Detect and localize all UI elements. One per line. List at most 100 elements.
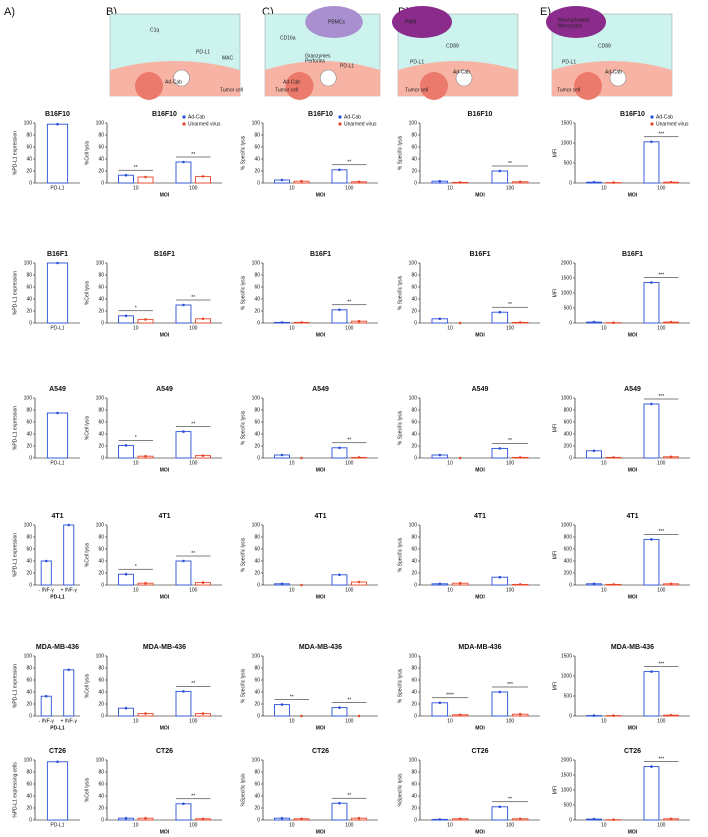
y-tick-label: 0 bbox=[101, 180, 104, 186]
data-point bbox=[518, 321, 522, 324]
y-tick-label: 20 bbox=[411, 701, 417, 707]
data-point bbox=[612, 583, 615, 586]
y-tick-label: 40 bbox=[98, 793, 104, 799]
y-tick-label: 0 bbox=[569, 455, 572, 461]
chart-title: MDA-MB-436 bbox=[458, 644, 501, 651]
y-tick-label: 40 bbox=[98, 296, 104, 302]
y-tick-label: 0 bbox=[414, 455, 417, 461]
x-axis-label: MOI bbox=[160, 192, 170, 198]
diagram-label: Ad-Cab bbox=[283, 79, 300, 85]
chart-title: 4T1 bbox=[314, 513, 326, 520]
x-axis-label: MOI bbox=[475, 332, 485, 338]
chart-title: A549 bbox=[312, 386, 329, 393]
y-tick-label: 100 bbox=[409, 653, 418, 659]
y-tick-label: 0 bbox=[569, 320, 572, 326]
legend-swatch bbox=[338, 115, 342, 119]
y-tick-label: 60 bbox=[411, 419, 417, 425]
bar bbox=[118, 573, 134, 586]
chart-title: 4T1 bbox=[626, 513, 638, 520]
data-point bbox=[144, 175, 147, 179]
y-tick-label: 1000 bbox=[561, 395, 572, 401]
y-tick-label: 40 bbox=[411, 558, 417, 564]
y-tick-label: 0 bbox=[257, 180, 260, 186]
chart-title: 4T1 bbox=[474, 513, 486, 520]
data-point bbox=[669, 713, 673, 717]
diagram-label: PBMCs bbox=[328, 19, 345, 25]
y-tick-label: 1000 bbox=[561, 787, 572, 793]
data-point bbox=[669, 582, 673, 586]
y-tick-label: 100 bbox=[252, 757, 261, 763]
y-tick-label: 100 bbox=[409, 120, 418, 126]
x-tick-label: 100 bbox=[657, 325, 666, 331]
panel-label: B) bbox=[106, 6, 117, 18]
data-point bbox=[592, 320, 596, 324]
y-axis-label: %Cell lysis bbox=[84, 673, 90, 698]
y-tick-label: 100 bbox=[409, 260, 418, 266]
bar bbox=[331, 309, 348, 324]
x-tick-label: 10 bbox=[289, 325, 295, 331]
diagram-label: PD-L1 bbox=[196, 49, 210, 55]
data-point bbox=[592, 180, 596, 184]
x-tick-label: 100 bbox=[506, 185, 515, 191]
data-point bbox=[458, 456, 462, 460]
x-tick-label: 10 bbox=[133, 460, 139, 466]
y-tick-label: 80 bbox=[26, 272, 32, 278]
y-tick-label: 0 bbox=[414, 817, 417, 823]
y-tick-label: 60 bbox=[254, 144, 260, 150]
bar bbox=[491, 447, 509, 459]
bar bbox=[491, 170, 509, 184]
significance-label: ** bbox=[508, 302, 512, 308]
x-tick-label: 10 bbox=[289, 822, 295, 828]
y-axis-label: % Specific lysis bbox=[240, 135, 246, 170]
y-tick-label: 80 bbox=[98, 665, 104, 671]
diagram-label: PD-L1 bbox=[340, 63, 354, 69]
significance-label: ** bbox=[191, 681, 195, 687]
chart-title: A549 bbox=[624, 386, 641, 393]
x-tick-label: 100 bbox=[345, 185, 354, 191]
chart-title: A549 bbox=[49, 386, 66, 393]
y-tick-label: 40 bbox=[98, 156, 104, 162]
y-tick-label: 100 bbox=[24, 120, 33, 126]
chart-title: B16F10 bbox=[468, 111, 493, 118]
data-point bbox=[338, 801, 341, 805]
virus bbox=[319, 69, 337, 87]
y-tick-label: 1000 bbox=[561, 522, 572, 528]
x-axis-label: MOI bbox=[316, 829, 326, 835]
significance-label: ** bbox=[508, 161, 512, 167]
data-point bbox=[201, 712, 205, 715]
y-axis-label: MFI bbox=[552, 149, 558, 158]
y-tick-label: 20 bbox=[98, 570, 104, 576]
significance-label: ** bbox=[508, 797, 512, 803]
x-axis-label: MOI bbox=[628, 332, 638, 338]
bar bbox=[643, 671, 660, 717]
data-point bbox=[67, 668, 71, 672]
y-tick-label: 100 bbox=[409, 395, 418, 401]
x-tick-label: 100 bbox=[345, 822, 354, 828]
y-tick-label: 0 bbox=[29, 582, 32, 588]
data-point bbox=[280, 453, 284, 457]
data-point bbox=[612, 321, 615, 325]
y-tick-label: 0 bbox=[101, 817, 104, 823]
y-tick-label: 0 bbox=[414, 582, 417, 588]
legend-swatch bbox=[650, 115, 654, 119]
y-tick-label: 60 bbox=[98, 419, 104, 425]
y-tick-label: 0 bbox=[29, 455, 32, 461]
x-axis-label: MOI bbox=[316, 332, 326, 338]
data-point bbox=[300, 714, 303, 718]
y-tick-label: 60 bbox=[411, 546, 417, 552]
chart-title: B16F10 bbox=[308, 111, 333, 118]
y-tick-label: 1000 bbox=[561, 290, 572, 296]
data-point bbox=[592, 817, 596, 821]
data-point bbox=[592, 714, 596, 717]
significance-label: *** bbox=[658, 394, 664, 400]
significance-label: *** bbox=[658, 756, 664, 762]
y-tick-label: 40 bbox=[411, 793, 417, 799]
significance-label: ** bbox=[191, 794, 195, 800]
data-point bbox=[458, 817, 462, 821]
data-point bbox=[438, 701, 442, 705]
significance-label: ** bbox=[290, 694, 294, 700]
data-point bbox=[182, 559, 185, 563]
bar bbox=[331, 447, 348, 459]
y-tick-label: 100 bbox=[96, 260, 105, 266]
data-point bbox=[498, 690, 502, 694]
